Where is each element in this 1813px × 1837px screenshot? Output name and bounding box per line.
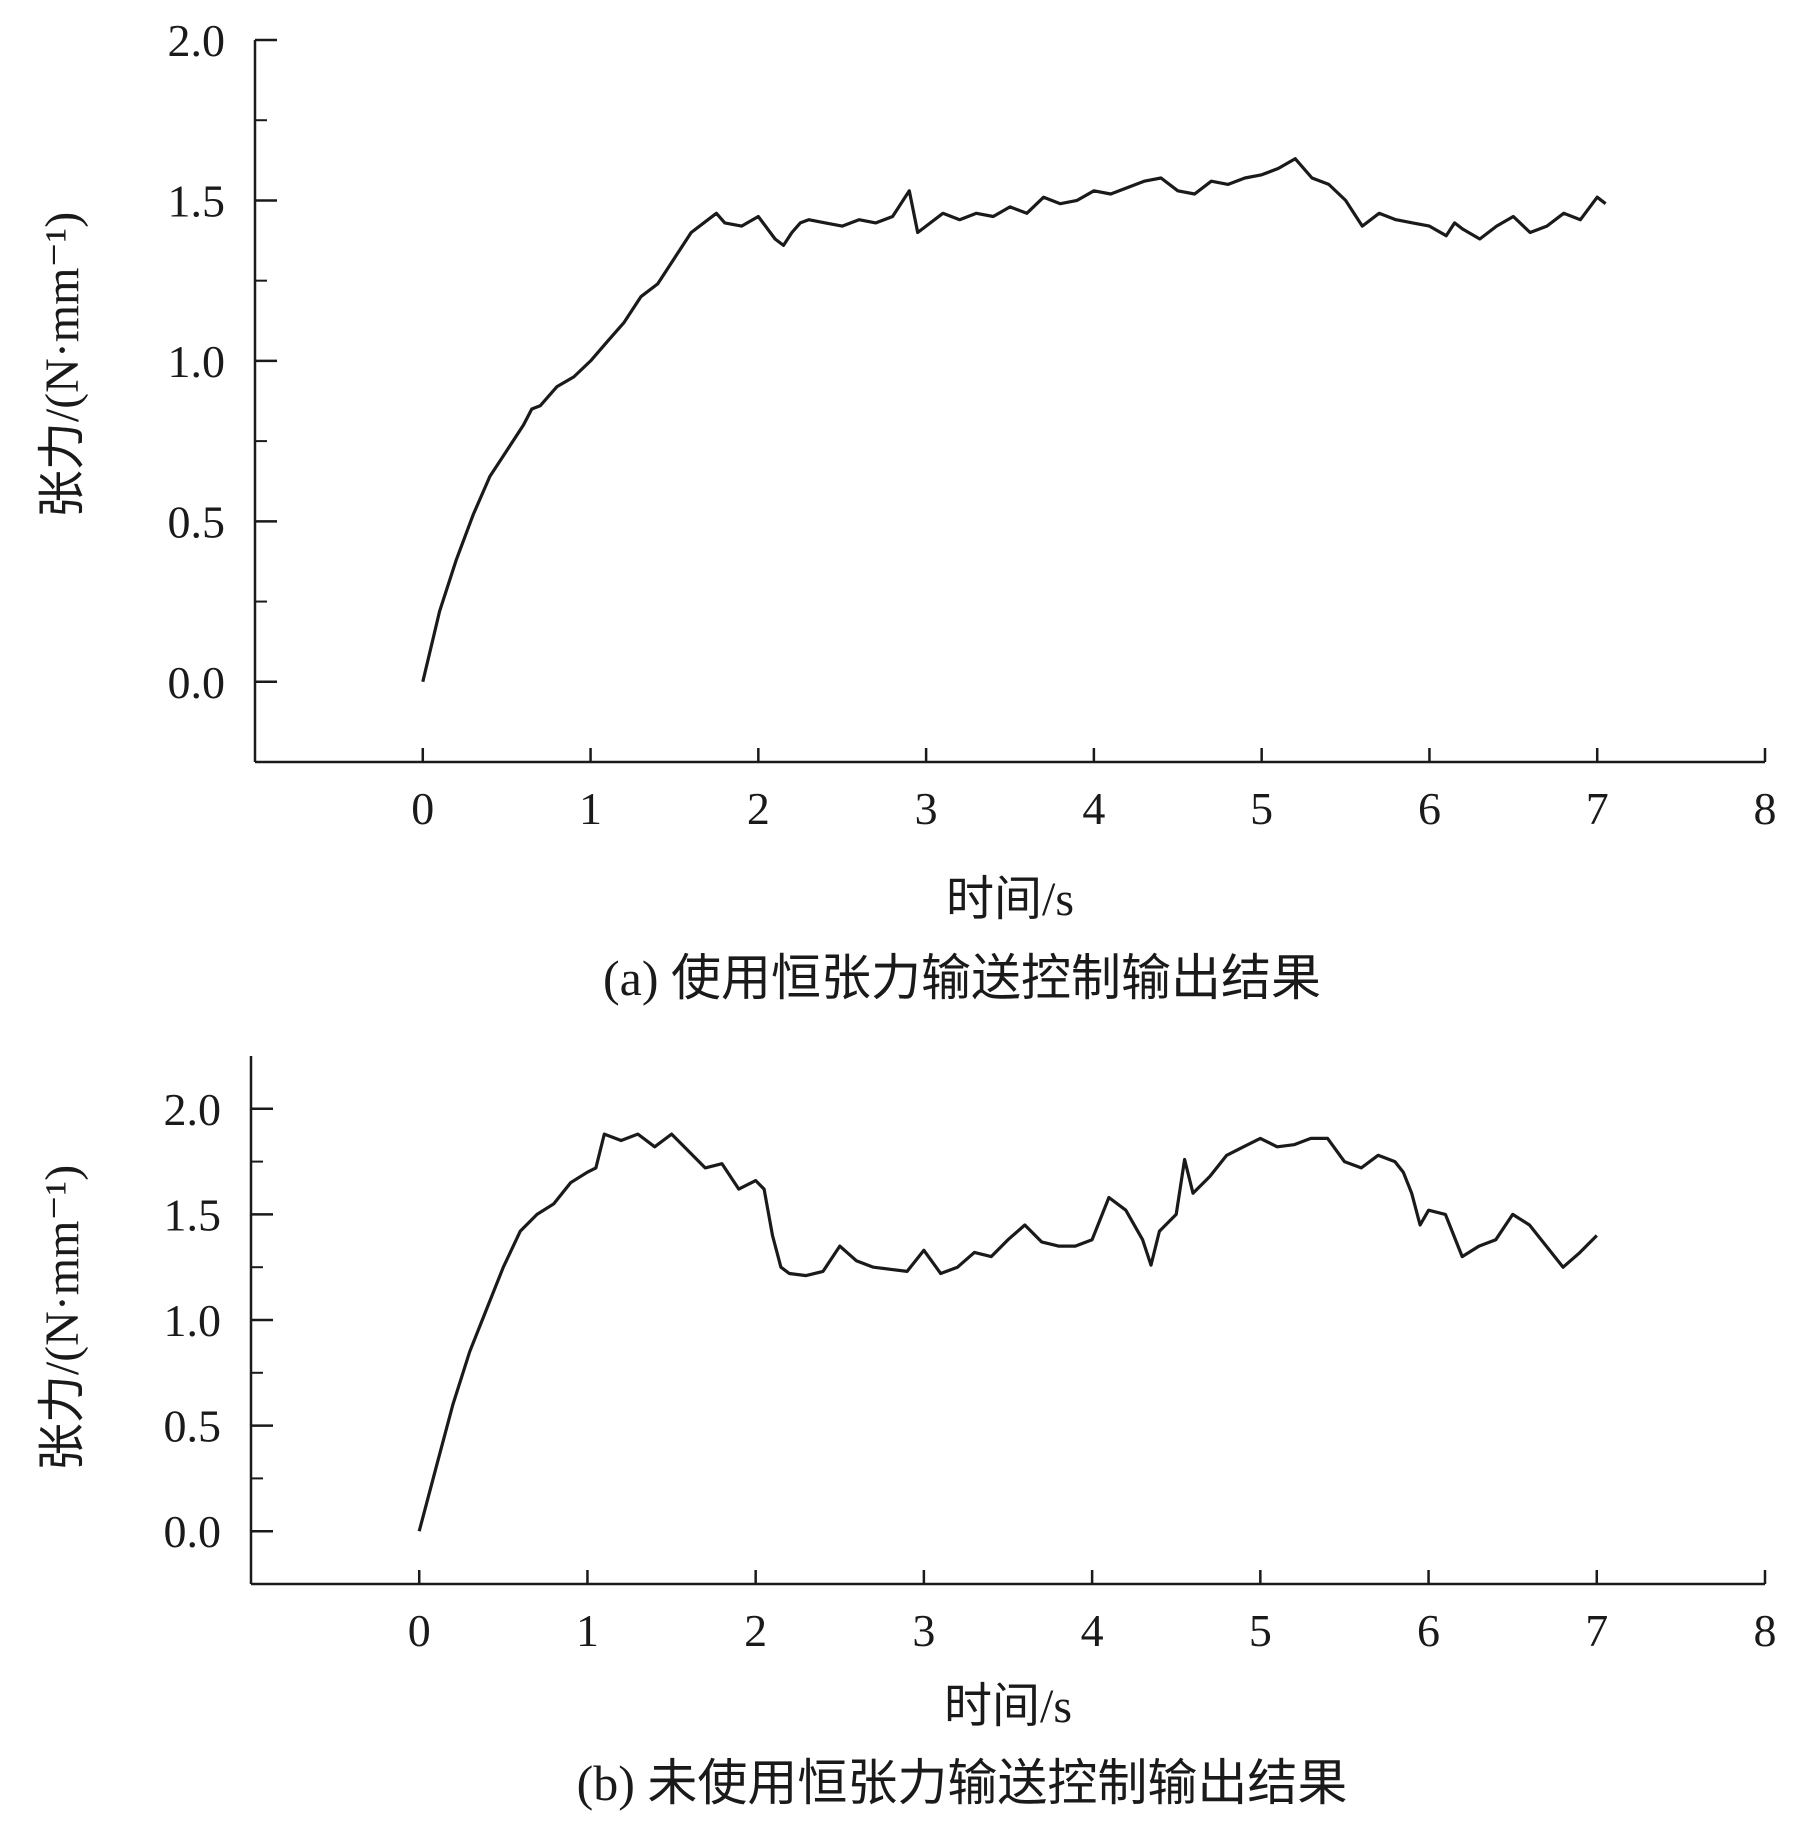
chart-caption: (a) 使用恒张力输送控制输出结果 [603, 950, 1321, 1006]
y-axis-title: 张力/(N·mm⁻¹) [36, 1165, 89, 1471]
x-tick-label: 0 [408, 1605, 431, 1656]
x-tick-label: 1 [579, 783, 602, 834]
y-tick-label: 0.5 [168, 496, 226, 547]
y-tick-label: 0.5 [164, 1401, 222, 1452]
y-tick-label: 1.5 [168, 175, 226, 226]
x-axis-title: 时间/s [946, 873, 1074, 926]
x-axis-title: 时间/s [944, 1680, 1072, 1733]
y-tick-label: 0.0 [164, 1506, 222, 1557]
y-tick-label: 1.0 [164, 1295, 222, 1346]
x-tick-label: 2 [744, 1605, 767, 1656]
chart-0: 0.0 0.5 1.0 1.5 2.0 0 1 2 3 4 5 6 7 8 时间/s 张力/(N·mm⁻¹) (… [36, 15, 1777, 1006]
y-tick-label: 2.0 [168, 15, 226, 66]
x-tick-label: 4 [1081, 1605, 1104, 1656]
y-tick-label: 1.0 [168, 336, 226, 387]
x-tick-label: 7 [1585, 1605, 1608, 1656]
x-tick-label: 4 [1082, 783, 1105, 834]
x-tick-label: 5 [1249, 1605, 1272, 1656]
series-line [417, 1132, 1598, 1532]
y-tick-label: 2.0 [164, 1084, 222, 1135]
chart-1: 0.0 0.5 1.0 1.5 2.0 0 1 2 3 4 5 6 7 8 时间/s 张力/(N·mm⁻¹) (… [36, 1056, 1777, 1811]
x-tick-label: 6 [1417, 1605, 1440, 1656]
x-tick-label: 8 [1754, 783, 1777, 834]
series-line [421, 157, 1607, 683]
x-tick-label: 7 [1586, 783, 1609, 834]
x-tick-label: 2 [747, 783, 770, 834]
chart-caption: (b) 未使用恒张力输送控制输出结果 [577, 1755, 1348, 1811]
y-tick-label: 1.5 [164, 1189, 222, 1240]
x-tick-label: 8 [1754, 1605, 1777, 1656]
y-tick-label: 0.0 [168, 657, 226, 708]
y-axis-title: 张力/(N·mm⁻¹) [36, 212, 89, 518]
x-tick-label: 1 [576, 1605, 599, 1656]
x-tick-label: 3 [915, 783, 938, 834]
x-tick-label: 0 [411, 783, 434, 834]
x-tick-label: 3 [912, 1605, 935, 1656]
x-tick-label: 6 [1418, 783, 1441, 834]
x-tick-label: 5 [1250, 783, 1273, 834]
